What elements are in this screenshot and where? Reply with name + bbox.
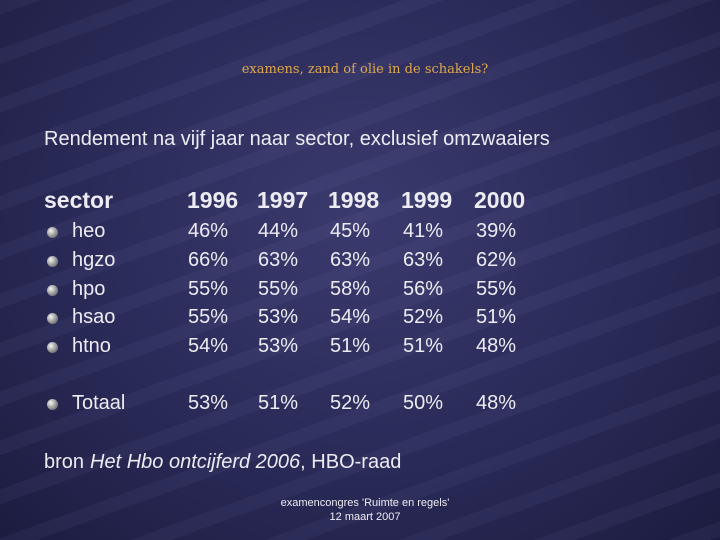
- total-cell: 48%: [476, 392, 517, 414]
- cell: 63%: [258, 249, 299, 271]
- bullet: [47, 285, 58, 296]
- cell: 53%: [258, 306, 299, 328]
- source-prefix: bron: [44, 451, 85, 473]
- total-cell: 50%: [403, 392, 444, 414]
- row-label: heo: [72, 220, 106, 242]
- total-cell: 51%: [258, 392, 299, 414]
- cell: 51%: [403, 335, 444, 357]
- row-label: hsao: [72, 306, 116, 328]
- cell: 55%: [188, 278, 229, 300]
- total-label: Totaal: [72, 392, 126, 414]
- cell: 41%: [403, 220, 444, 242]
- cell: 51%: [330, 335, 371, 357]
- cell: 51%: [476, 306, 517, 328]
- cell: 63%: [403, 249, 444, 271]
- bullet: [47, 313, 58, 324]
- bullet: [47, 256, 58, 267]
- cell: 54%: [330, 306, 371, 328]
- column-header: 1999: [401, 187, 453, 213]
- slide-title: examens, zand of olie in de schakels?: [241, 62, 489, 77]
- cell: 54%: [188, 335, 229, 357]
- bullet: [47, 399, 58, 410]
- bullet: [47, 342, 58, 353]
- column-header: 1997: [257, 187, 309, 213]
- bullet: [47, 227, 58, 238]
- source-title: Het Hbo ontcijferd 2006: [90, 451, 301, 473]
- column-header: 1998: [328, 187, 380, 213]
- row-label: hpo: [72, 278, 106, 300]
- cell: 45%: [330, 220, 371, 242]
- cell: 55%: [476, 278, 517, 300]
- source: bron Het Hbo ontcijferd 2006, HBO-raad: [44, 451, 401, 474]
- column-header: sector: [44, 187, 114, 213]
- footer-line: 12 maart 2007: [329, 511, 401, 523]
- cell: 66%: [188, 249, 229, 271]
- cell: 58%: [330, 278, 371, 300]
- cell: 44%: [258, 220, 299, 242]
- row-label: htno: [72, 335, 111, 357]
- cell: 48%: [476, 335, 517, 357]
- cell: 53%: [258, 335, 299, 357]
- cell: 63%: [330, 249, 371, 271]
- footer-line: examencongres 'Ruimte en regels': [280, 497, 450, 509]
- column-header: 2000: [474, 187, 526, 213]
- cell: 52%: [403, 306, 444, 328]
- cell: 39%: [476, 220, 517, 242]
- source-suffix: , HBO-raad: [300, 451, 402, 473]
- subtitle: Rendement na vijf jaar naar sector, excl…: [44, 128, 550, 150]
- column-header: 1996: [187, 187, 239, 213]
- total-cell: 53%: [188, 392, 229, 414]
- cell: 46%: [188, 220, 229, 242]
- cell: 62%: [476, 249, 517, 271]
- cell: 55%: [258, 278, 299, 300]
- cell: 56%: [403, 278, 444, 300]
- total-cell: 52%: [330, 392, 371, 414]
- row-label: hgzo: [72, 249, 116, 271]
- footer: examencongres 'Ruimte en regels' 12 maar…: [250, 496, 480, 524]
- cell: 55%: [188, 306, 229, 328]
